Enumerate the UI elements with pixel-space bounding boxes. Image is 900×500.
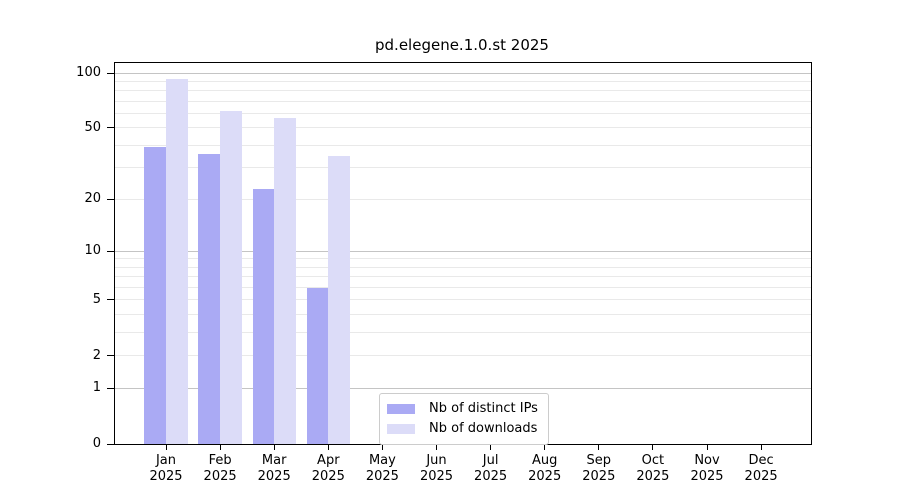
gridline-minor xyxy=(115,198,811,200)
x-axis-tick xyxy=(219,445,221,450)
legend-swatch-distinct-ips xyxy=(387,404,415,414)
x-axis-tick xyxy=(652,445,654,450)
x-axis-tick-label-aug: Aug 2025 xyxy=(528,453,562,484)
y-axis-tick xyxy=(107,355,114,357)
x-axis-tick-label-sep: Sep 2025 xyxy=(582,453,616,484)
gridline-minor xyxy=(115,287,811,289)
gridline-minor xyxy=(115,113,811,115)
y-axis-tick xyxy=(107,72,114,74)
bar-feb-downloads xyxy=(220,110,242,444)
x-axis-tick xyxy=(706,445,708,450)
bar-jan-downloads xyxy=(166,78,188,444)
y-axis-tick xyxy=(107,387,114,389)
bar-mar-downloads xyxy=(274,117,296,444)
gridline-minor xyxy=(115,266,811,268)
y-axis-tick-label: 50 xyxy=(84,119,101,135)
x-axis-tick-label-dec: Dec 2025 xyxy=(744,453,778,484)
y-axis-tick xyxy=(107,443,114,445)
x-axis-tick xyxy=(490,445,492,450)
x-axis-tick-label-jun: Jun 2025 xyxy=(419,453,454,484)
y-axis-tick-label: 100 xyxy=(76,65,101,80)
y-axis-tick-label: 20 xyxy=(84,191,101,207)
y-axis-tick-label: 10 xyxy=(84,243,101,259)
bar-apr-downloads xyxy=(328,155,350,444)
legend-item-downloads: Nb of downloads xyxy=(387,419,540,439)
legend: Nb of distinct IPs Nb of downloads xyxy=(379,393,549,445)
gridline-major xyxy=(115,72,811,74)
x-axis-tick xyxy=(760,445,762,450)
chart-title: pd.elegene.1.0.st 2025 xyxy=(375,36,549,54)
gridline-minor xyxy=(115,276,811,278)
x-axis-tick xyxy=(598,445,600,450)
bar-mar-distinct-ips xyxy=(252,188,275,444)
y-axis-tick xyxy=(107,198,114,200)
y-axis-tick-label: 5 xyxy=(92,291,101,307)
x-axis-tick-label-may: May 2025 xyxy=(365,453,399,484)
y-axis-tick xyxy=(107,299,114,301)
legend-item-distinct-ips: Nb of distinct IPs xyxy=(387,399,540,419)
legend-label-downloads: Nb of downloads xyxy=(429,421,538,436)
x-axis-tick xyxy=(165,445,167,450)
gridline-minor xyxy=(115,100,811,102)
gridline-minor xyxy=(115,167,811,169)
x-axis-tick xyxy=(327,445,329,450)
x-axis-tick-label-nov: Nov 2025 xyxy=(690,453,724,484)
y-axis-tick-label: 2 xyxy=(92,347,101,363)
bar-apr-distinct-ips xyxy=(306,287,329,444)
gridline-minor xyxy=(115,299,811,301)
legend-label-distinct-ips: Nb of distinct IPs xyxy=(429,401,538,416)
plot-area: 100 50 20 10 5 2 1 0 Jan 2025 Feb 2025 Mar 2025 Apr… xyxy=(76,62,812,484)
gridline-major xyxy=(115,250,811,252)
bar-jan-distinct-ips xyxy=(144,147,166,444)
x-axis-tick xyxy=(273,445,275,450)
x-axis-tick xyxy=(544,445,546,450)
gridline-minor xyxy=(115,258,811,260)
x-axis-tick-label-feb: Feb 2025 xyxy=(203,453,237,484)
x-axis-tick-label-oct: Oct 2025 xyxy=(636,453,670,484)
gridline-minor xyxy=(115,355,811,357)
x-axis-tick-label-jul: Jul 2025 xyxy=(474,453,508,484)
y-axis-tick-label: 0 xyxy=(92,436,101,451)
y-axis-tick xyxy=(107,127,114,129)
gridline-minor xyxy=(115,144,811,146)
gridline-minor xyxy=(115,90,811,92)
gridline-minor xyxy=(115,332,811,334)
x-axis-tick xyxy=(381,445,383,450)
gridline-major xyxy=(115,387,811,389)
y-axis-tick xyxy=(107,250,114,252)
gridline-minor xyxy=(115,314,811,316)
x-axis-tick-label-apr: Apr 2025 xyxy=(311,453,345,484)
gridline-minor xyxy=(115,127,811,129)
x-axis-tick-label-mar: Mar 2025 xyxy=(257,453,291,484)
gridline-minor xyxy=(115,80,811,82)
x-axis-tick-label-jan: Jan 2025 xyxy=(149,453,183,484)
legend-swatch-downloads xyxy=(387,424,415,434)
x-axis-tick xyxy=(436,445,437,450)
bar-feb-distinct-ips xyxy=(198,153,221,444)
y-axis-tick-label: 1 xyxy=(92,380,101,396)
